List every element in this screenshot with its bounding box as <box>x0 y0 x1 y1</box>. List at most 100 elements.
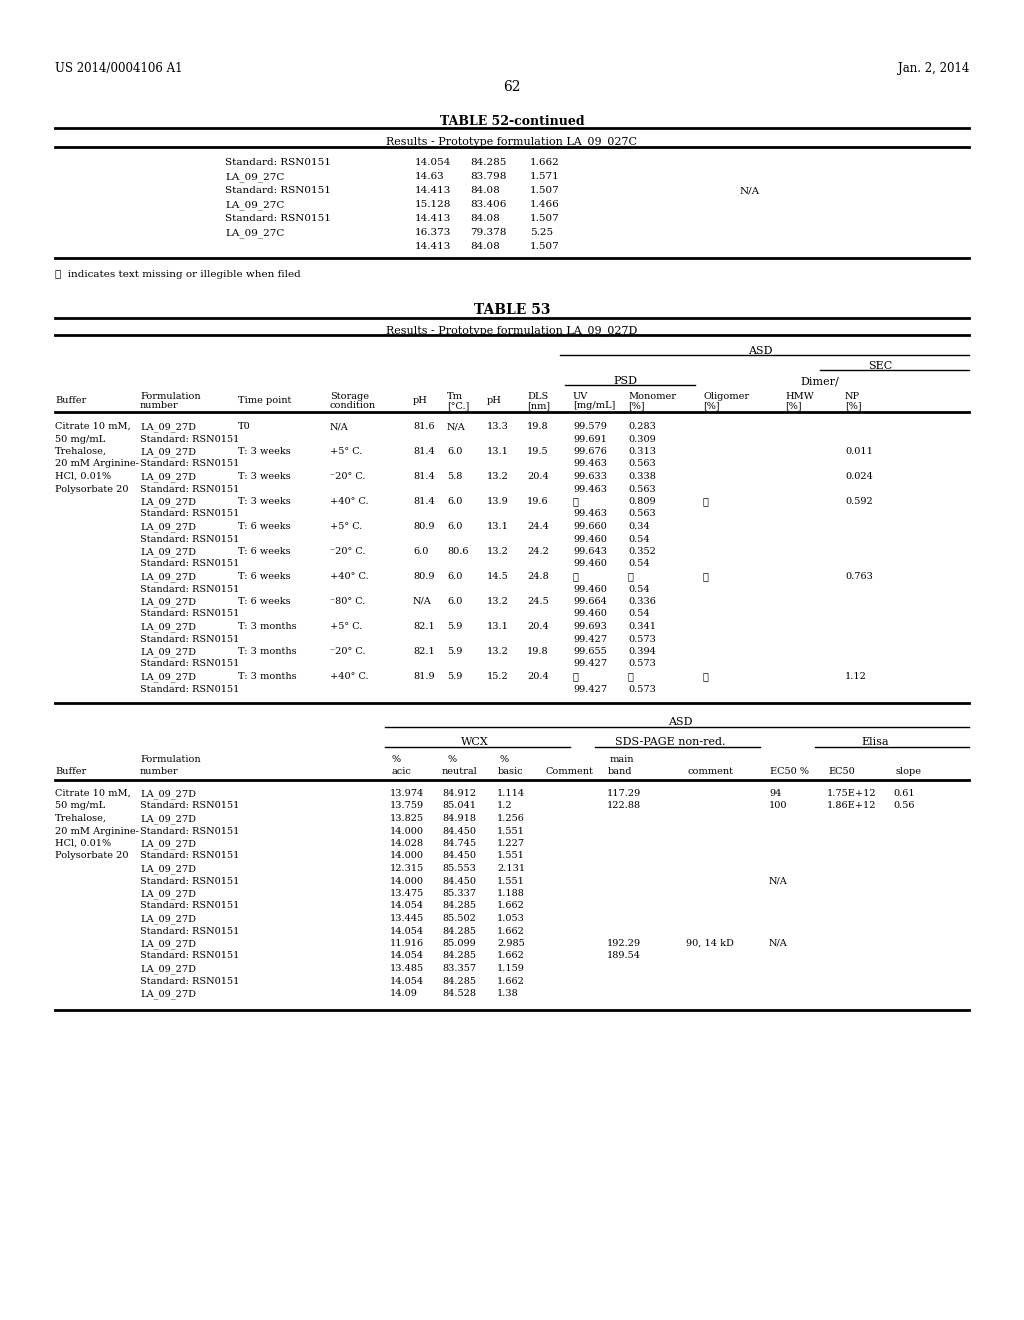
Text: LA_09_27D: LA_09_27D <box>140 498 196 507</box>
Text: 84.450: 84.450 <box>442 826 476 836</box>
Text: 5.9: 5.9 <box>447 672 463 681</box>
Text: T: 6 weeks: T: 6 weeks <box>238 546 291 556</box>
Text: 5.25: 5.25 <box>530 228 553 238</box>
Text: LA_09_27D: LA_09_27D <box>140 789 196 799</box>
Text: LA_09_27D: LA_09_27D <box>140 840 196 849</box>
Text: 99.633: 99.633 <box>573 473 607 480</box>
Text: T: 3 weeks: T: 3 weeks <box>238 498 291 506</box>
Text: 100: 100 <box>769 801 787 810</box>
Text: T: 3 weeks: T: 3 weeks <box>238 447 291 455</box>
Text: 1.114: 1.114 <box>497 789 525 799</box>
Text: %: % <box>500 755 509 764</box>
Text: 1.2: 1.2 <box>497 801 513 810</box>
Text: Standard: RSN0151: Standard: RSN0151 <box>140 977 240 986</box>
Text: 13.1: 13.1 <box>487 622 509 631</box>
Text: 99.460: 99.460 <box>573 560 607 569</box>
Text: Time point: Time point <box>238 396 292 405</box>
Text: T0: T0 <box>238 422 251 432</box>
Text: neutral: neutral <box>442 767 478 776</box>
Text: 24.2: 24.2 <box>527 546 549 556</box>
Text: LA_09_27D: LA_09_27D <box>140 521 196 532</box>
Text: 20.4: 20.4 <box>527 672 549 681</box>
Text: main: main <box>610 755 635 764</box>
Text: Standard: RSN0151: Standard: RSN0151 <box>140 660 240 668</box>
Text: 84.528: 84.528 <box>442 989 476 998</box>
Text: 0.56: 0.56 <box>893 801 914 810</box>
Text: 13.2: 13.2 <box>487 473 509 480</box>
Text: 12.315: 12.315 <box>390 865 424 873</box>
Text: Tm: Tm <box>447 392 463 401</box>
Text: Formulation: Formulation <box>140 392 201 401</box>
Text: +5° C.: +5° C. <box>330 447 362 455</box>
Text: [%]: [%] <box>845 401 861 411</box>
Text: N/A: N/A <box>769 876 787 886</box>
Text: 6.0: 6.0 <box>413 546 428 556</box>
Text: N/A: N/A <box>769 939 787 948</box>
Text: SEC: SEC <box>868 360 892 371</box>
Text: 85.041: 85.041 <box>442 801 476 810</box>
Text: 1.662: 1.662 <box>497 977 525 986</box>
Text: Standard: RSN0151: Standard: RSN0151 <box>225 158 331 168</box>
Text: 14.000: 14.000 <box>390 851 424 861</box>
Text: LA_09_27D: LA_09_27D <box>140 865 196 874</box>
Text: 20.4: 20.4 <box>527 473 549 480</box>
Text: Buffer: Buffer <box>55 767 86 776</box>
Text: ⁻80° C.: ⁻80° C. <box>330 597 366 606</box>
Text: 13.485: 13.485 <box>390 964 424 973</box>
Text: Standard: RSN0151: Standard: RSN0151 <box>140 459 240 469</box>
Text: Ⓡ: Ⓡ <box>703 672 709 681</box>
Text: 6.0: 6.0 <box>447 447 463 455</box>
Text: 1.551: 1.551 <box>497 876 525 886</box>
Text: LA_09_27D: LA_09_27D <box>140 546 196 557</box>
Text: 99.427: 99.427 <box>573 635 607 644</box>
Text: 0.54: 0.54 <box>628 535 649 544</box>
Text: Standard: RSN0151: Standard: RSN0151 <box>140 685 240 693</box>
Text: [%]: [%] <box>703 401 720 411</box>
Text: Comment: Comment <box>545 767 593 776</box>
Text: Results - Prototype formulation LA_09_027C: Results - Prototype formulation LA_09_02… <box>386 136 638 147</box>
Text: pH: pH <box>487 396 502 405</box>
Text: 1.12: 1.12 <box>845 672 867 681</box>
Text: pH: pH <box>413 396 428 405</box>
Text: 99.427: 99.427 <box>573 660 607 668</box>
Text: 0.309: 0.309 <box>628 434 655 444</box>
Text: 84.285: 84.285 <box>442 952 476 961</box>
Text: Standard: RSN0151: Standard: RSN0151 <box>140 851 240 861</box>
Text: 14.413: 14.413 <box>415 214 452 223</box>
Text: Ⓡ: Ⓡ <box>628 572 634 581</box>
Text: [%]: [%] <box>785 401 802 411</box>
Text: 99.460: 99.460 <box>573 610 607 619</box>
Text: 1.507: 1.507 <box>530 242 560 251</box>
Text: 13.1: 13.1 <box>487 521 509 531</box>
Text: N/A: N/A <box>413 597 432 606</box>
Text: 0.61: 0.61 <box>893 789 914 799</box>
Text: 1.662: 1.662 <box>530 158 560 168</box>
Text: 15.128: 15.128 <box>415 201 452 209</box>
Text: Formulation: Formulation <box>140 755 201 764</box>
Text: LA_09_27D: LA_09_27D <box>140 888 196 899</box>
Text: 84.285: 84.285 <box>442 902 476 911</box>
Text: 192.29: 192.29 <box>607 939 641 948</box>
Text: 0.54: 0.54 <box>628 585 649 594</box>
Text: %: % <box>392 755 401 764</box>
Text: 122.88: 122.88 <box>607 801 641 810</box>
Text: Ⓡ  indicates text missing or illegible when filed: Ⓡ indicates text missing or illegible wh… <box>55 271 301 279</box>
Text: T: 6 weeks: T: 6 weeks <box>238 572 291 581</box>
Text: HCl, 0.01%: HCl, 0.01% <box>55 473 112 480</box>
Text: 99.427: 99.427 <box>573 685 607 693</box>
Text: LA_09_27D: LA_09_27D <box>140 913 196 924</box>
Text: 0.313: 0.313 <box>628 447 656 455</box>
Text: Standard: RSN0151: Standard: RSN0151 <box>225 186 331 195</box>
Text: 81.9: 81.9 <box>413 672 434 681</box>
Text: 0.573: 0.573 <box>628 660 656 668</box>
Text: Standard: RSN0151: Standard: RSN0151 <box>140 826 240 836</box>
Text: 79.378: 79.378 <box>470 228 507 238</box>
Text: +5° C.: +5° C. <box>330 521 362 531</box>
Text: 81.4: 81.4 <box>413 498 435 506</box>
Text: 0.336: 0.336 <box>628 597 656 606</box>
Text: UV: UV <box>573 392 588 401</box>
Text: 14.413: 14.413 <box>415 242 452 251</box>
Text: ⁻20° C.: ⁻20° C. <box>330 473 366 480</box>
Text: 99.579: 99.579 <box>573 422 607 432</box>
Text: Ⓡ: Ⓡ <box>703 498 709 506</box>
